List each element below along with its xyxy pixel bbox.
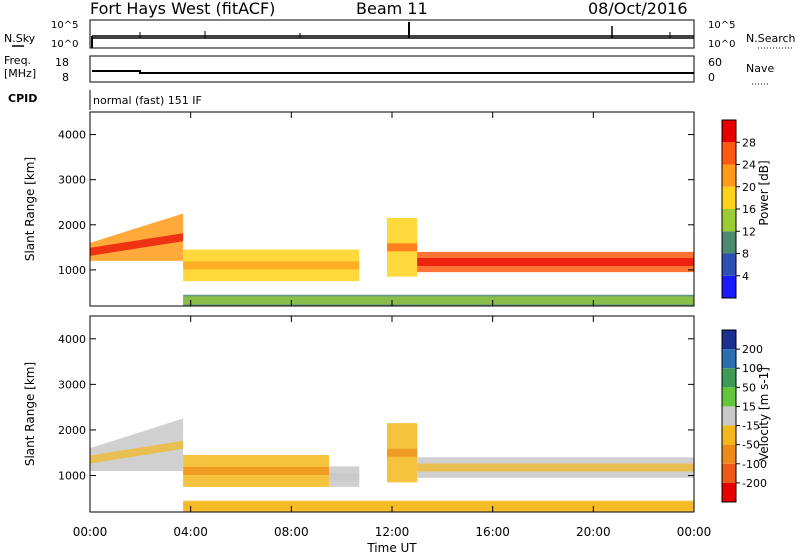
x-tick-label-6: 00:00 <box>677 525 712 539</box>
station-title: Fort Hays West (fitACF) <box>90 0 275 18</box>
noise-sky-label: N.Sky <box>4 32 36 45</box>
power-y-tick-label-0: 1000 <box>58 264 86 277</box>
power-colorbar-seg-7 <box>722 120 736 143</box>
velocity-colorbar-seg-3 <box>722 387 736 407</box>
power-y-tick-label-1: 2000 <box>58 219 86 232</box>
velocity-colorbar-tick-label-4: -15 <box>742 420 760 433</box>
x-tick-label-1: 04:00 <box>173 525 208 539</box>
velocity-band-core-4 <box>417 463 694 472</box>
noise-right-tick-top: 10^5 <box>708 20 735 31</box>
velocity-y-tick-label-2: 3000 <box>58 378 86 391</box>
power-y-ticks: 1000 2000 3000 4000 <box>58 129 694 277</box>
freq-unit-label: [MHz] <box>4 67 36 80</box>
velocity-colorbar-tick-label-5: -50 <box>742 439 760 452</box>
power-colorbar-tick-label-4: 20 <box>742 181 756 194</box>
x-axis-label: Time UT <box>366 541 417 554</box>
power-colorbar-tick-label-1: 8 <box>742 248 749 261</box>
x-axis-ticks: 00:00 04:00 08:00 12:00 16:00 20:00 00:00 <box>73 112 712 539</box>
noise-panel: N.Sky 10^5 10^0 10^5 10^0 N.Search <box>4 19 796 50</box>
velocity-colorbar-seg-7 <box>722 463 736 483</box>
velocity-band-core-2 <box>329 472 360 481</box>
power-band-core-1 <box>183 261 360 270</box>
velocity-colorbar-label: Velocity [m s-1] <box>757 367 771 461</box>
power-colorbar-tick-label-3: 16 <box>742 203 756 216</box>
velocity-band-core-5 <box>183 502 694 511</box>
velocity-colorbar-seg-4 <box>722 406 736 426</box>
power-panel: 1000 2000 3000 4000 Slant Range [km] 4 8 12 16… <box>23 111 771 307</box>
power-colorbar-tick-label-2: 12 <box>742 225 756 238</box>
power-colorbar-tick-label-0: 4 <box>742 270 749 283</box>
x-tick-label-4: 16:00 <box>475 525 510 539</box>
freq-label: Freq. <box>4 54 31 67</box>
velocity-y-ticks: 1000 2000 3000 4000 <box>58 333 694 483</box>
noise-right-tick-bottom: 10^0 <box>708 39 735 50</box>
power-colorbar-seg-4 <box>722 186 736 209</box>
velocity-y-tick-label-0: 1000 <box>58 470 86 483</box>
power-colorbar-seg-5 <box>722 164 736 187</box>
power-y-tick-label-2: 3000 <box>58 174 86 187</box>
velocity-colorbar-seg-1 <box>722 349 736 369</box>
power-band-core-3 <box>417 258 694 267</box>
velocity-colorbar-tick-label-7: -200 <box>742 477 767 490</box>
velocity-colorbar-seg-5 <box>722 425 736 445</box>
velocity-y-tick-label-3: 4000 <box>58 333 86 346</box>
power-colorbar-seg-0 <box>722 275 736 298</box>
freq-tick-bottom: 8 <box>62 71 69 84</box>
noise-left-tick-bottom: 10^0 <box>51 39 78 50</box>
velocity-colorbar-tick-label-0: 200 <box>742 343 763 356</box>
power-y-label: Slant Range [km] <box>23 157 37 261</box>
velocity-colorbar-tick-label-3: 15 <box>742 400 756 413</box>
power-colorbar-seg-2 <box>722 231 736 254</box>
freq-tick-top: 18 <box>55 56 69 69</box>
power-colorbar-label: Power [dB] <box>757 160 771 225</box>
power-plot-area <box>90 213 694 306</box>
velocity-colorbar-seg-2 <box>722 368 736 388</box>
cpid-value: normal (fast) 151 IF <box>93 94 202 107</box>
x-tick-label-0: 00:00 <box>73 525 108 539</box>
date-label: 08/Oct/2016 <box>588 0 688 18</box>
power-band-core-0 <box>90 233 184 256</box>
power-band-core-2 <box>386 243 418 252</box>
nave-tick-bottom: 0 <box>708 71 715 84</box>
x-tick-label-5: 20:00 <box>576 525 611 539</box>
velocity-band-core-1 <box>183 466 330 475</box>
power-colorbar-seg-3 <box>722 209 736 232</box>
nave-tick-top: 60 <box>708 56 722 69</box>
cpid-panel: CPID normal (fast) 151 IF <box>8 90 202 110</box>
velocity-band-core-0 <box>90 440 184 464</box>
freq-panel: Freq. [MHz] 18 8 60 0 Nave <box>4 54 774 85</box>
velocity-plot-area <box>90 418 694 512</box>
nave-label: Nave <box>746 62 774 75</box>
power-band-core-4 <box>183 296 694 305</box>
velocity-colorbar: 200 100 50 15 -15 -50 -100 -200 <box>721 329 767 503</box>
velocity-colorbar-tick-label-6: -100 <box>742 458 767 471</box>
power-colorbar-seg-1 <box>722 253 736 276</box>
power-colorbar-tick-label-5: 24 <box>742 159 756 172</box>
power-colorbar: 4 8 12 16 20 24 28 <box>721 119 756 299</box>
power-y-tick-label-3: 4000 <box>58 129 86 142</box>
velocity-y-label: Slant Range [km] <box>23 362 37 466</box>
velocity-colorbar-seg-6 <box>722 444 736 464</box>
velocity-colorbar-tick-label-1: 100 <box>742 362 763 375</box>
velocity-panel: 1000 2000 3000 4000 Slant Range [km] 200 100… <box>23 315 771 513</box>
velocity-colorbar-seg-8 <box>722 482 736 502</box>
noise-left-tick-top: 10^5 <box>51 20 78 31</box>
x-tick-label-3: 12:00 <box>375 525 410 539</box>
velocity-colorbar-frame <box>721 329 737 503</box>
velocity-colorbar-tick-label-2: 50 <box>742 381 756 394</box>
noise-search-label: N.Search <box>746 32 796 45</box>
beam-label: Beam 11 <box>356 0 428 18</box>
x-tick-label-2: 08:00 <box>274 525 309 539</box>
velocity-y-tick-label-1: 2000 <box>58 424 86 437</box>
power-colorbar-seg-6 <box>722 142 736 165</box>
velocity-band-core-3 <box>386 448 418 457</box>
cpid-label: CPID <box>8 92 37 105</box>
power-colorbar-tick-label-6: 28 <box>742 136 756 149</box>
velocity-colorbar-seg-0 <box>722 330 736 350</box>
